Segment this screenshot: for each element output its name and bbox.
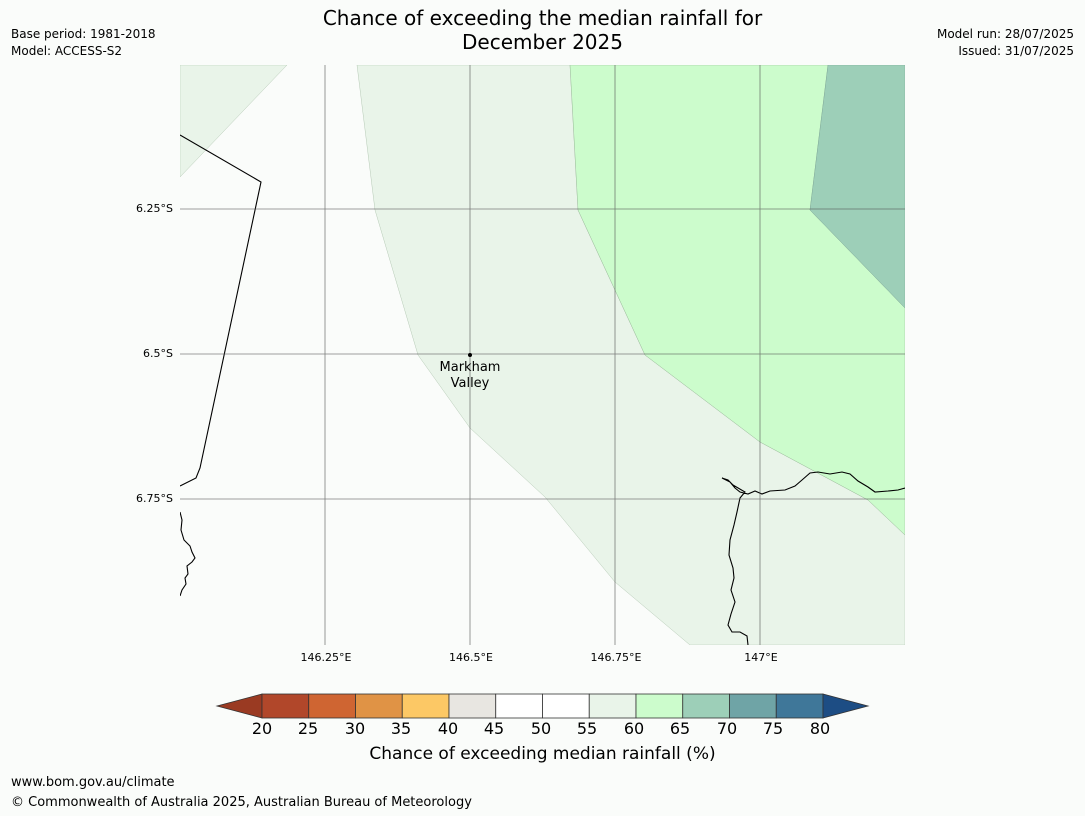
lat-label-6-5: 6.5°S (143, 347, 173, 360)
colorbar-cell (495, 693, 543, 719)
meta-left: Base period: 1981-2018 Model: ACCESS-S2 (11, 26, 156, 60)
colorbar-cell (775, 693, 824, 719)
colorbar-tick-label: 25 (297, 719, 319, 738)
colorbar-tick-label: 60 (623, 719, 645, 738)
colorbar-tick-label: 75 (762, 719, 784, 738)
colorbar-tick-label: 65 (669, 719, 691, 738)
colorbar-cell (308, 693, 356, 719)
colorbar-tick-label: 45 (483, 719, 505, 738)
colorbar-cell (729, 693, 777, 719)
model-text: Model: ACCESS-S2 (11, 44, 123, 58)
border-line (180, 134, 262, 487)
colorbar-tick-label: 40 (437, 719, 459, 738)
colorbar-tick-label: 80 (809, 719, 831, 738)
lon-label-146-5: 146.5°E (449, 651, 493, 664)
website-link[interactable]: www.bom.gov.au/climate (11, 775, 175, 790)
colorbar-tick-label: 70 (716, 719, 738, 738)
map-title: Chance of exceeding the median rainfall … (0, 6, 1085, 54)
copyright-text: © Commonwealth of Australia 2025, Austra… (11, 795, 472, 810)
colorbar-cell (682, 693, 730, 719)
colorbar-tick-label: 55 (576, 719, 598, 738)
place-label-line1: Markham (439, 360, 501, 375)
place-label-line2: Valley (450, 376, 490, 391)
lat-label-6-25: 6.25°S (136, 202, 173, 215)
map-title-line2: December 2025 (462, 30, 623, 54)
colorbar-tick-label: 35 (390, 719, 412, 738)
colorbar-cell (542, 693, 590, 719)
coastline-huon-gulf (721, 471, 905, 645)
lon-label-146-75: 146.75°E (590, 651, 642, 664)
meta-right: Model run: 28/07/2025 Issued: 31/07/2025 (937, 26, 1074, 60)
lon-label-147: 147°E (744, 651, 778, 664)
issued-text: Issued: 31/07/2025 (958, 44, 1074, 58)
place-label-markham-valley: Markham Valley (420, 360, 520, 392)
colorbar-cells (261, 693, 824, 719)
colorbar-label: Chance of exceeding median rainfall (%) (369, 744, 716, 764)
colorbar-cell (448, 693, 497, 719)
lat-label-6-75: 6.75°S (136, 492, 173, 505)
coastline-west (180, 511, 196, 597)
lon-label-146-25: 146.25°E (300, 651, 352, 664)
colorbar-tick-label: 20 (251, 719, 273, 738)
colorbar-cell (588, 693, 637, 719)
markham-valley-marker (468, 353, 472, 357)
colorbar-cell (401, 693, 450, 719)
colorbar-tick-label: 30 (344, 719, 366, 738)
colorbar-cell (635, 693, 684, 719)
base-period-text: Base period: 1981-2018 (11, 27, 156, 41)
colorbar-cell (355, 693, 403, 719)
rainfall-band-65-70 (809, 65, 905, 309)
colorbar-under-arrow (215, 693, 263, 719)
model-run-text: Model run: 28/07/2025 (936, 27, 1074, 41)
colorbar-cell (261, 693, 310, 719)
map-title-line1: Chance of exceeding the median rainfall … (322, 6, 763, 30)
colorbar-tick-label: 50 (530, 719, 552, 738)
colorbar (215, 693, 870, 719)
colorbar-over-arrow (822, 693, 870, 719)
rainfall-band-55-60-corner (180, 65, 288, 178)
